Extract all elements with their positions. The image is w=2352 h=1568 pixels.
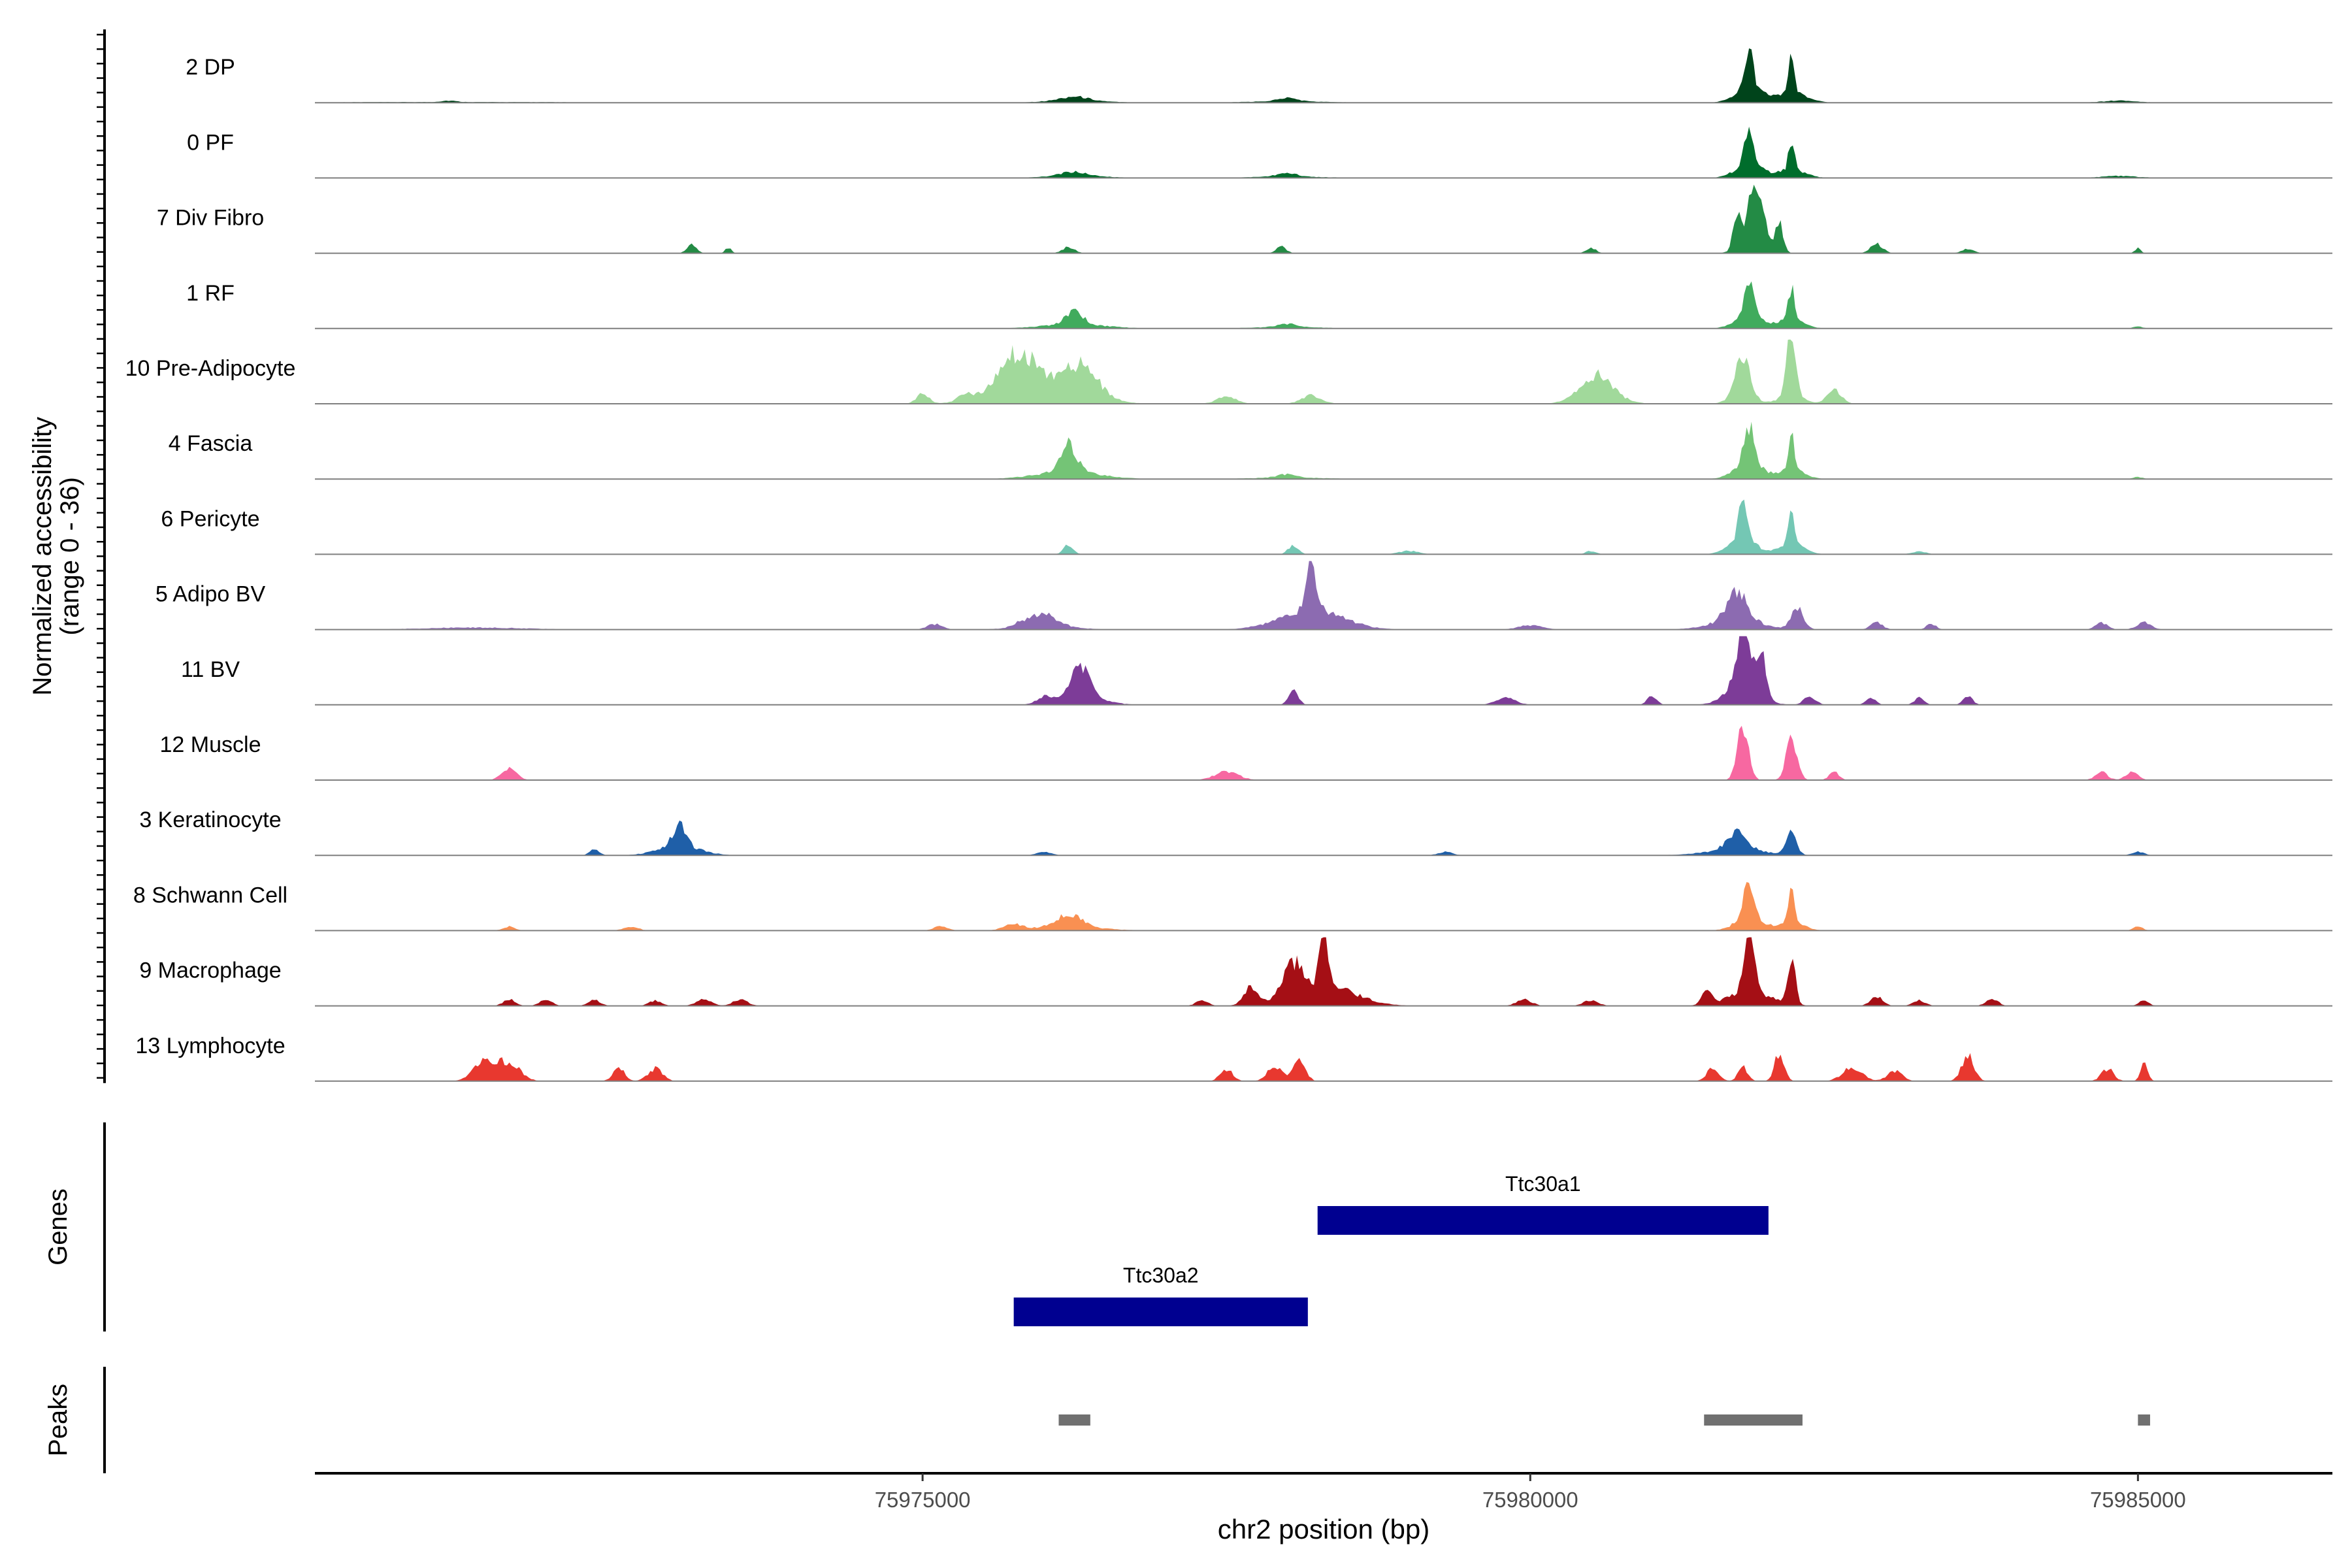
coverage-tracks: 2 DP 0 PF 7 Div Fibro 1 RF 10 Pre-Adipocyte 4… <box>125 48 2332 1082</box>
track-2: 0 PF <box>187 126 2332 179</box>
track-label: 12 Muscle <box>160 732 261 757</box>
track-label: 2 DP <box>186 55 235 80</box>
y-axis-label-line2: (range 0 - 36) <box>56 477 84 635</box>
y-axis-label-line1: Normalized accessibility <box>28 417 57 696</box>
track-label: 10 Pre-Adipocyte <box>125 356 296 381</box>
coverage-area <box>315 937 2332 1006</box>
track-5: 10 Pre-Adipocyte <box>125 339 2332 404</box>
coverage-area <box>315 421 2332 480</box>
gene-annotations: Ttc30a1 Ttc30a2 <box>103 1122 1769 1331</box>
track-4: 1 RF <box>186 281 2332 329</box>
track-label: 7 Div Fibro <box>157 206 264 231</box>
track-1: 2 DP <box>186 48 2332 104</box>
coverage-area <box>315 1053 2332 1081</box>
track-label: 5 Adipo BV <box>155 582 266 607</box>
gene-body <box>1317 1206 1769 1235</box>
y-axis-ticks <box>97 29 106 1083</box>
coverage-area <box>315 820 2332 856</box>
track-label: 8 Schwann Cell <box>133 883 287 907</box>
y-axis-title: Normalized accessibility (range 0 - 36) <box>28 417 84 696</box>
x-tick-label: 75975000 <box>875 1488 971 1512</box>
track-label: 9 Macrophage <box>139 958 281 983</box>
track-label: 13 Lymphocyte <box>135 1034 285 1058</box>
coverage-area <box>315 725 2332 780</box>
track-10: 12 Muscle <box>160 725 2332 781</box>
x-tick-label: 75980000 <box>1482 1488 1578 1512</box>
coverage-area <box>315 126 2332 178</box>
coverage-area <box>315 882 2332 931</box>
track-label: 11 BV <box>181 657 240 682</box>
track-12: 8 Schwann Cell <box>133 882 2332 932</box>
track-label: 1 RF <box>186 281 235 306</box>
genes-panel-label: Genes <box>44 1188 73 1266</box>
coverage-area <box>315 499 2332 555</box>
peak-region <box>2138 1414 2150 1426</box>
track-7: 6 Pericyte <box>161 499 2332 555</box>
track-14: 13 Lymphocyte <box>135 1034 2332 1082</box>
coverage-area <box>315 636 2332 705</box>
track-3: 7 Div Fibro <box>157 184 2332 254</box>
peak-regions <box>103 1367 2150 1473</box>
gene-label: Ttc30a1 <box>1505 1172 1581 1196</box>
track-label: 4 Fascia <box>169 431 253 456</box>
coverage-area <box>315 48 2332 103</box>
track-11: 3 Keratinocyte <box>139 808 2332 857</box>
x-axis: 75975000 75980000 75985000 <box>315 1472 2332 1512</box>
coverage-area <box>315 561 2332 630</box>
x-tick-label: 75985000 <box>2090 1488 2186 1512</box>
track-13: 9 Macrophage <box>139 937 2332 1007</box>
gene-label: Ttc30a2 <box>1123 1264 1199 1287</box>
x-axis-label: chr2 position (bp) <box>1218 1514 1430 1544</box>
track-9: 11 BV <box>181 636 2332 706</box>
track-8: 5 Adipo BV <box>155 561 2332 630</box>
coverage-area <box>315 339 2332 404</box>
coverage-area <box>315 281 2332 329</box>
track-6: 4 Fascia <box>169 421 2332 480</box>
coverage-area <box>315 184 2332 253</box>
peaks-panel-label: Peaks <box>44 1384 73 1456</box>
peak-region <box>1704 1414 1803 1426</box>
track-label: 6 Pericyte <box>161 506 259 531</box>
peak-region <box>1058 1414 1090 1426</box>
track-label: 3 Keratinocyte <box>139 808 281 832</box>
gene-body <box>1013 1298 1308 1326</box>
track-label: 0 PF <box>187 130 234 155</box>
